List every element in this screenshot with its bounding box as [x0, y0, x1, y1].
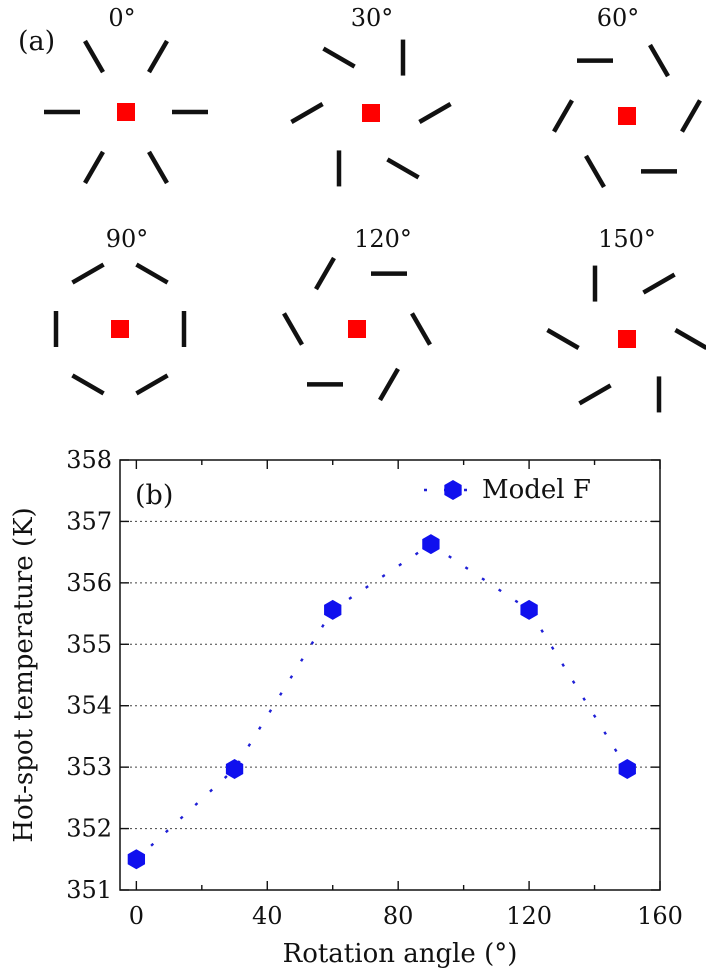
y-tick-label: 353 — [66, 753, 112, 781]
diagram-arm — [83, 39, 105, 74]
legend: Model F — [424, 475, 591, 505]
diagram-arm — [578, 383, 612, 406]
data-point — [127, 849, 146, 870]
diagram-arm — [147, 150, 169, 185]
data-point — [422, 534, 440, 555]
axis-ticks — [120, 459, 661, 891]
data-point — [324, 599, 342, 620]
diagram-arm — [290, 102, 324, 124]
diagram-grid: 0° 30° 60° 90° 120° 150° — [44, 4, 706, 413]
diagram-arm — [83, 150, 105, 185]
diagram-angle-label: 150° — [598, 225, 656, 253]
diagram-arm — [322, 46, 356, 69]
data-point — [618, 758, 636, 779]
gridlines — [120, 520, 660, 830]
data-point — [520, 599, 538, 620]
diagram-arm — [378, 367, 400, 402]
diagram-arm — [648, 43, 670, 78]
diagram-angle-label: 90° — [106, 225, 149, 253]
y-tick-label: 356 — [66, 569, 112, 597]
diagram-150-deg: 150° — [546, 225, 706, 413]
diagram-arm — [135, 373, 169, 396]
y-tick-label: 357 — [66, 507, 112, 535]
hot-spot-marker — [111, 320, 129, 338]
diagram-arm — [71, 373, 105, 396]
data-point — [225, 758, 244, 779]
x-tick-label: 80 — [383, 902, 414, 930]
diagram-120-deg: 120° — [282, 225, 432, 402]
y-tick-label: 352 — [66, 815, 112, 843]
diagram-arm — [71, 262, 105, 285]
diagram-0-deg: 0° — [44, 4, 208, 185]
y-tick-label: 358 — [66, 446, 112, 474]
diagram-arm — [680, 99, 702, 133]
diagram-angle-label: 30° — [351, 4, 394, 32]
legend-marker-hexagon — [444, 480, 462, 500]
hot-spot-marker — [618, 330, 636, 348]
diagram-90-deg: 90° — [53, 225, 187, 396]
series-line-model-f — [135, 542, 629, 861]
diagram-arm — [418, 102, 452, 124]
x-tick-label: 120 — [506, 902, 552, 930]
diagram-arm — [386, 157, 420, 180]
x-axis-title: Rotation angle (°) — [283, 939, 518, 969]
y-tick-label: 351 — [66, 876, 112, 904]
diagram-arm — [147, 39, 169, 74]
diagram-arm — [410, 312, 432, 346]
panel-a-label: (a) — [18, 26, 55, 57]
diagram-arm — [546, 328, 580, 350]
hot-spot-marker — [618, 107, 636, 125]
x-tick-label: 40 — [252, 902, 283, 930]
legend-label: Model F — [482, 475, 591, 505]
hot-spot-marker — [348, 320, 366, 338]
diagram-arm — [135, 262, 169, 285]
diagram-arm — [584, 154, 606, 189]
series-markers-model-f — [127, 534, 636, 870]
hot-spot-marker — [362, 104, 380, 122]
diagram-arm — [314, 256, 336, 291]
y-axis-title: Hot-spot temperature (K) — [9, 507, 39, 842]
diagram-arm — [674, 328, 706, 350]
diagram-30-deg: 30° — [290, 4, 452, 187]
diagram-angle-label: 0° — [108, 4, 135, 32]
x-tick-label: 0 — [129, 902, 144, 930]
plot-frame — [119, 459, 661, 891]
diagram-60-deg: 60° — [552, 4, 702, 189]
panel-b-label: (b) — [135, 480, 173, 511]
diagram-arm — [282, 312, 304, 346]
hot-spot-marker — [117, 103, 135, 121]
diagram-angle-label: 60° — [597, 4, 640, 32]
y-tick-label: 354 — [66, 692, 112, 720]
diagram-angle-label: 120° — [354, 225, 412, 253]
x-tick-label: 160 — [637, 902, 683, 930]
tick-labels: 0 40 80 120 160 351 352 353 354 355 356 357 358 — [66, 446, 683, 930]
y-tick-label: 355 — [66, 630, 112, 658]
diagram-arm — [642, 272, 676, 295]
panel-a-diagrams: (a) 0° 30° 60° 90° 120° 150° — [18, 4, 706, 413]
diagram-arm — [552, 99, 574, 133]
